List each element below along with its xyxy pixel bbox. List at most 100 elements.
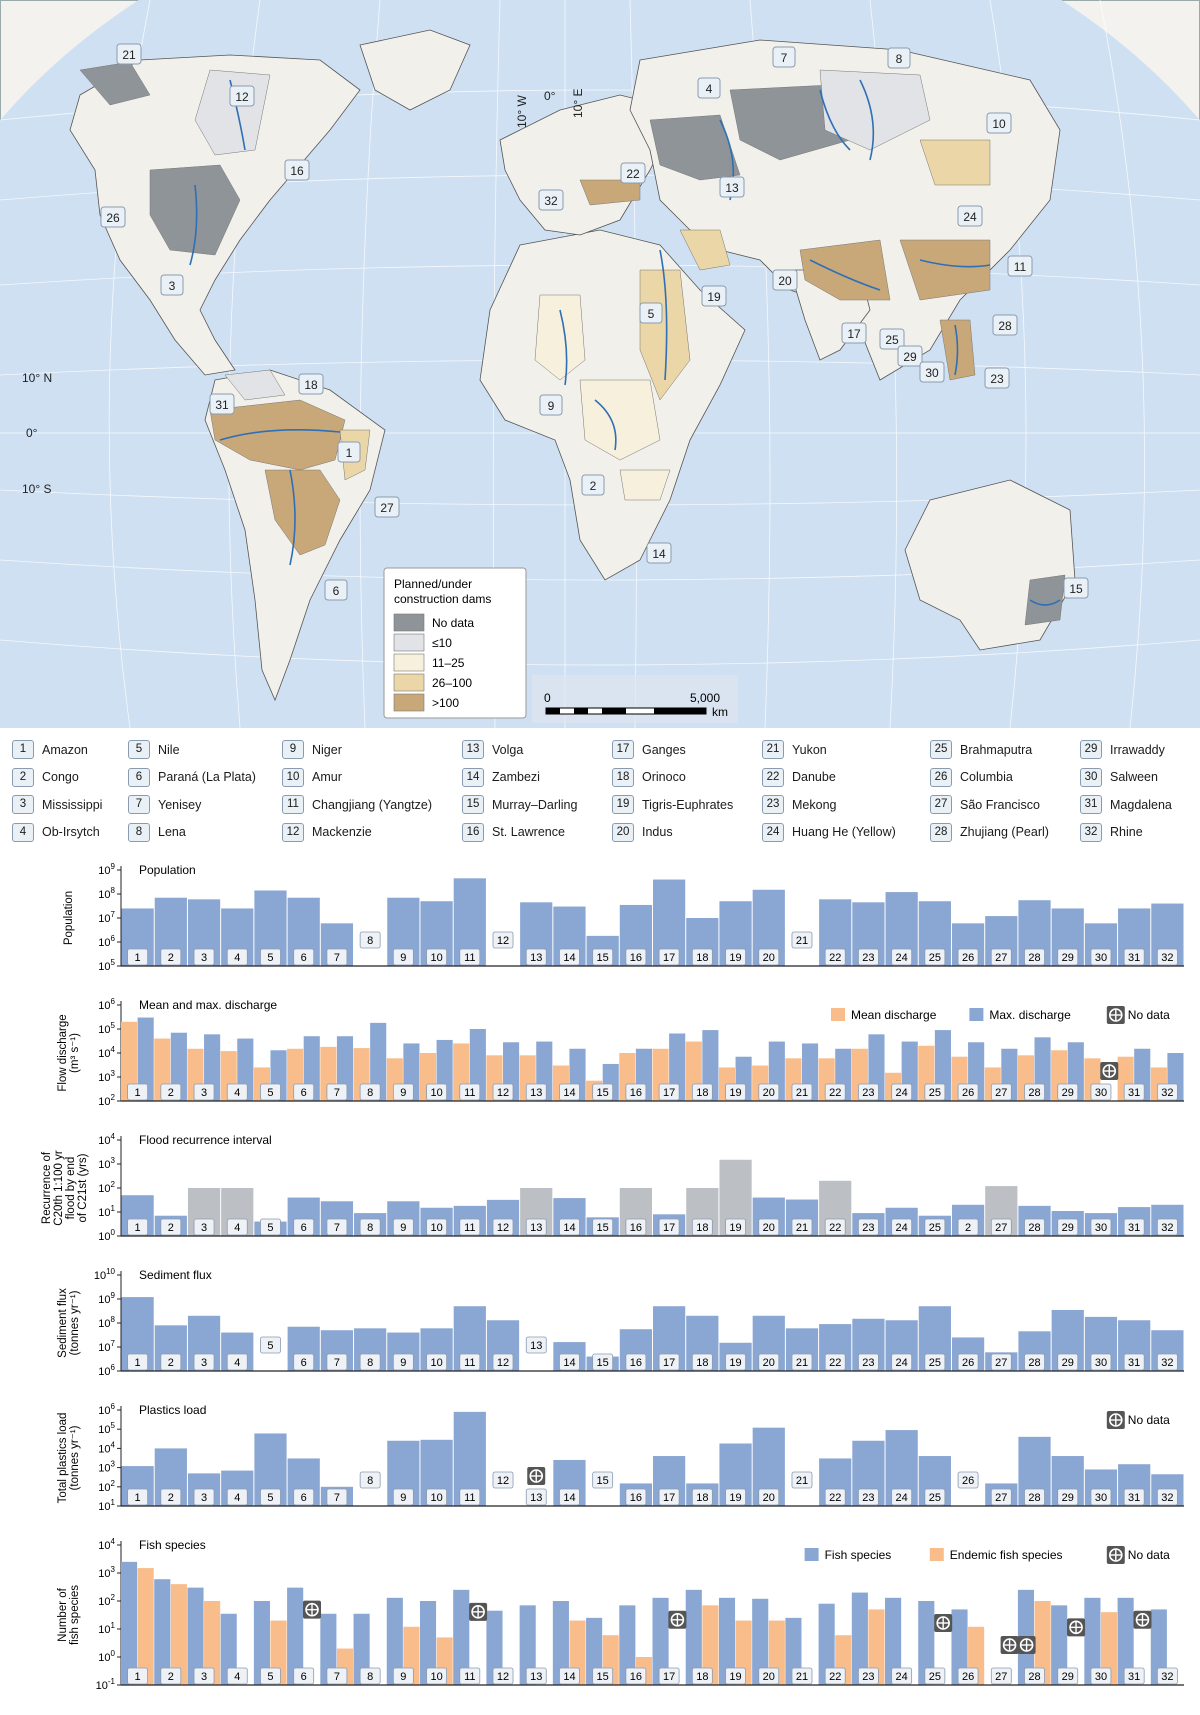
bar-b [702,1030,719,1101]
bar-a [619,1605,636,1685]
svg-text:6: 6 [301,1357,307,1369]
category-label: 17 [658,1218,680,1236]
svg-text:8: 8 [367,1357,373,1369]
river-key-name: Congo [42,770,79,784]
basin-tigris [679,229,731,271]
svg-text:31: 31 [1128,1222,1140,1234]
river-key-name: Amazon [42,742,88,757]
svg-text:11: 11 [1014,260,1027,274]
map-tag-9: 9 [539,394,563,416]
svg-text:22: 22 [829,1357,841,1369]
river-key-item: 12 Mackenzie [282,822,372,842]
river-key-name: Orinoco [642,770,686,784]
category-label: 27 [990,1353,1012,1371]
bar-a [818,1603,835,1685]
svg-text:12: 12 [497,1475,509,1487]
river-key-item: 30 Salween [1080,767,1158,787]
category-label: 9 [392,1488,414,1506]
svg-text:8: 8 [367,1475,373,1487]
category-label: 18 [691,1218,713,1236]
river-key-item: 17 Ganges [612,740,686,759]
y-tick-label: 109 [98,862,115,877]
svg-text:17: 17 [663,1492,675,1504]
svg-text:3: 3 [169,279,176,293]
category-label: 2 [160,1488,182,1506]
category-label: 27 [990,948,1012,966]
y-axis-label: of C21st (yrs) [77,1153,89,1222]
river-key-number: 25 [930,740,952,759]
category-label: 10 [426,1353,447,1371]
river-key-number: 15 [462,795,484,814]
river-key-number: 24 [762,822,784,842]
no-data-icon [1106,1546,1125,1564]
svg-text:20: 20 [763,1087,775,1099]
river-key-name: Yukon [792,742,827,757]
map-tag-24: 24 [957,205,983,227]
river-key-name: Indus [642,825,673,839]
svg-text:13: 13 [530,952,542,964]
river-key-number: 4 [12,822,34,842]
category-label: 1 [127,1353,149,1371]
category-label: 17 [658,1667,680,1685]
svg-text:10: 10 [430,1087,442,1099]
no-data-icon [303,1600,322,1619]
bar-a [220,1613,237,1685]
category-label: 15 [592,1353,614,1371]
svg-text:2: 2 [168,952,174,964]
category-label: 31 [1123,1218,1145,1236]
river-key-item: 22 Danube [762,767,836,787]
legend-swatch [804,1548,819,1561]
category-label: 30 [1090,1667,1112,1685]
dams-legend-label: 11–25 [432,656,465,670]
category-label: 10 [426,1667,447,1685]
map-tag-21: 21 [116,43,142,65]
basin-volga [649,114,741,181]
river-key-name: Zhujiang (Pearl) [960,825,1049,839]
map-tag-12: 12 [229,85,255,107]
category-label: 25 [924,1353,946,1371]
no-data-icon [1067,1618,1086,1637]
category-label: 17 [658,1083,680,1101]
y-axis-label: Flow discharge [57,1014,69,1091]
map-tag-3: 3 [160,274,184,296]
bar-a [187,1587,204,1685]
svg-text:17: 17 [663,952,675,964]
category-label: 16 [625,1667,647,1685]
svg-text:11: 11 [464,1671,475,1683]
svg-text:2: 2 [168,1357,174,1369]
category-label: 26 [957,948,979,966]
category-label: 4 [226,1488,248,1506]
svg-text:28: 28 [1028,1492,1040,1504]
svg-text:18: 18 [696,1492,708,1504]
svg-text:18: 18 [696,1671,708,1683]
category-label: 21 [791,1353,813,1371]
svg-text:27: 27 [995,952,1007,964]
river-key-number: 31 [1080,795,1102,814]
y-tick-label: 100 [98,1649,115,1664]
river-key-number: 6 [128,767,150,787]
category-label: 27 [990,1083,1012,1101]
svg-text:25: 25 [929,1671,941,1683]
category-label: 16 [625,1083,647,1101]
river-key-item: 3 Mississippi [12,795,102,814]
category-label: 4 [226,1667,248,1685]
svg-text:23: 23 [862,1492,874,1504]
svg-text:27: 27 [995,1357,1007,1369]
category-label: 5 [260,948,281,966]
bar-a [154,1579,171,1685]
y-tick-label: 103 [98,1069,115,1084]
svg-text:11: 11 [464,1222,475,1234]
river-key-number: 11 [282,795,304,814]
category-label: 30 [1090,948,1112,966]
y-tick-label: 1010 [94,1267,116,1282]
river-key-item: 21 Yukon [762,740,827,759]
category-label: 7 [326,1353,348,1371]
map-tag-32: 32 [538,189,564,211]
svg-text:5: 5 [267,1671,273,1683]
bar-a [951,1609,968,1685]
svg-text:25: 25 [929,952,941,964]
category-label: 15 [592,948,614,966]
category-label: 12 [492,1083,514,1101]
svg-text:6: 6 [301,952,307,964]
